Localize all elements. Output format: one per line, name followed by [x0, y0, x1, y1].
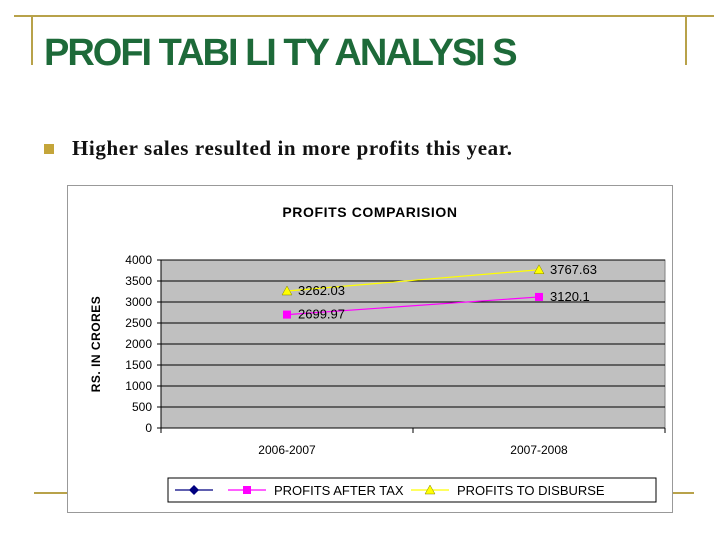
legend-marker-2: [424, 484, 436, 495]
chart-title: PROFITS COMPARISION: [282, 204, 457, 220]
right-rule: [685, 15, 687, 65]
legend-label: PROFITS AFTER TAX: [274, 483, 404, 498]
y-tick-label: 500: [132, 400, 152, 414]
y-tick-label: 3500: [125, 274, 152, 288]
legend-marker-1: [243, 486, 251, 494]
data-label: 3262.03: [298, 283, 345, 298]
y-tick-label: 2000: [125, 337, 152, 351]
series-line-2: [286, 269, 540, 292]
series-point-2: [533, 264, 545, 275]
top-rule: [14, 15, 714, 17]
legend-marker-0: [189, 485, 199, 495]
x-tick-label: 2007-2008: [510, 443, 568, 457]
data-label: 3767.63: [550, 262, 597, 277]
series-point-2: [281, 285, 293, 296]
series-point-1: [535, 292, 543, 301]
y-tick-label: 1500: [125, 358, 152, 372]
bottom-rule-right: [672, 492, 694, 494]
bottom-rule-left: [34, 492, 68, 494]
y-tick-label: 0: [145, 421, 152, 435]
y-tick-label: 2500: [125, 316, 152, 330]
legend-label: PROFITS TO DISBURSE: [457, 483, 605, 498]
left-rule: [31, 15, 33, 65]
x-tick-label: 2006-2007: [258, 443, 316, 457]
bullet-point: Higher sales resulted in more profits th…: [44, 136, 513, 161]
y-axis-label: RS. IN CRORES: [89, 296, 103, 393]
y-tick-label: 1000: [125, 379, 152, 393]
line-chart: PROFITS COMPARISION 0 500 1000 1500 2000 2500 3…: [89, 204, 666, 503]
y-tick-label: 4000: [125, 253, 152, 267]
bullet-marker: [44, 143, 54, 154]
bullet-text: Higher sales resulted in more profits th…: [72, 136, 513, 160]
series-point-1: [283, 310, 291, 319]
data-label: 2699.97: [298, 307, 345, 322]
series-line-1: [286, 296, 540, 316]
data-label: 3120.1: [550, 289, 590, 304]
y-tick-label: 3000: [125, 295, 152, 309]
slide-title: PROFI TABI LI TY ANALYSI S: [44, 32, 518, 74]
chart-frame: PROFITS COMPARISION 0 500 1000 1500 2000 2500 3…: [67, 185, 673, 513]
